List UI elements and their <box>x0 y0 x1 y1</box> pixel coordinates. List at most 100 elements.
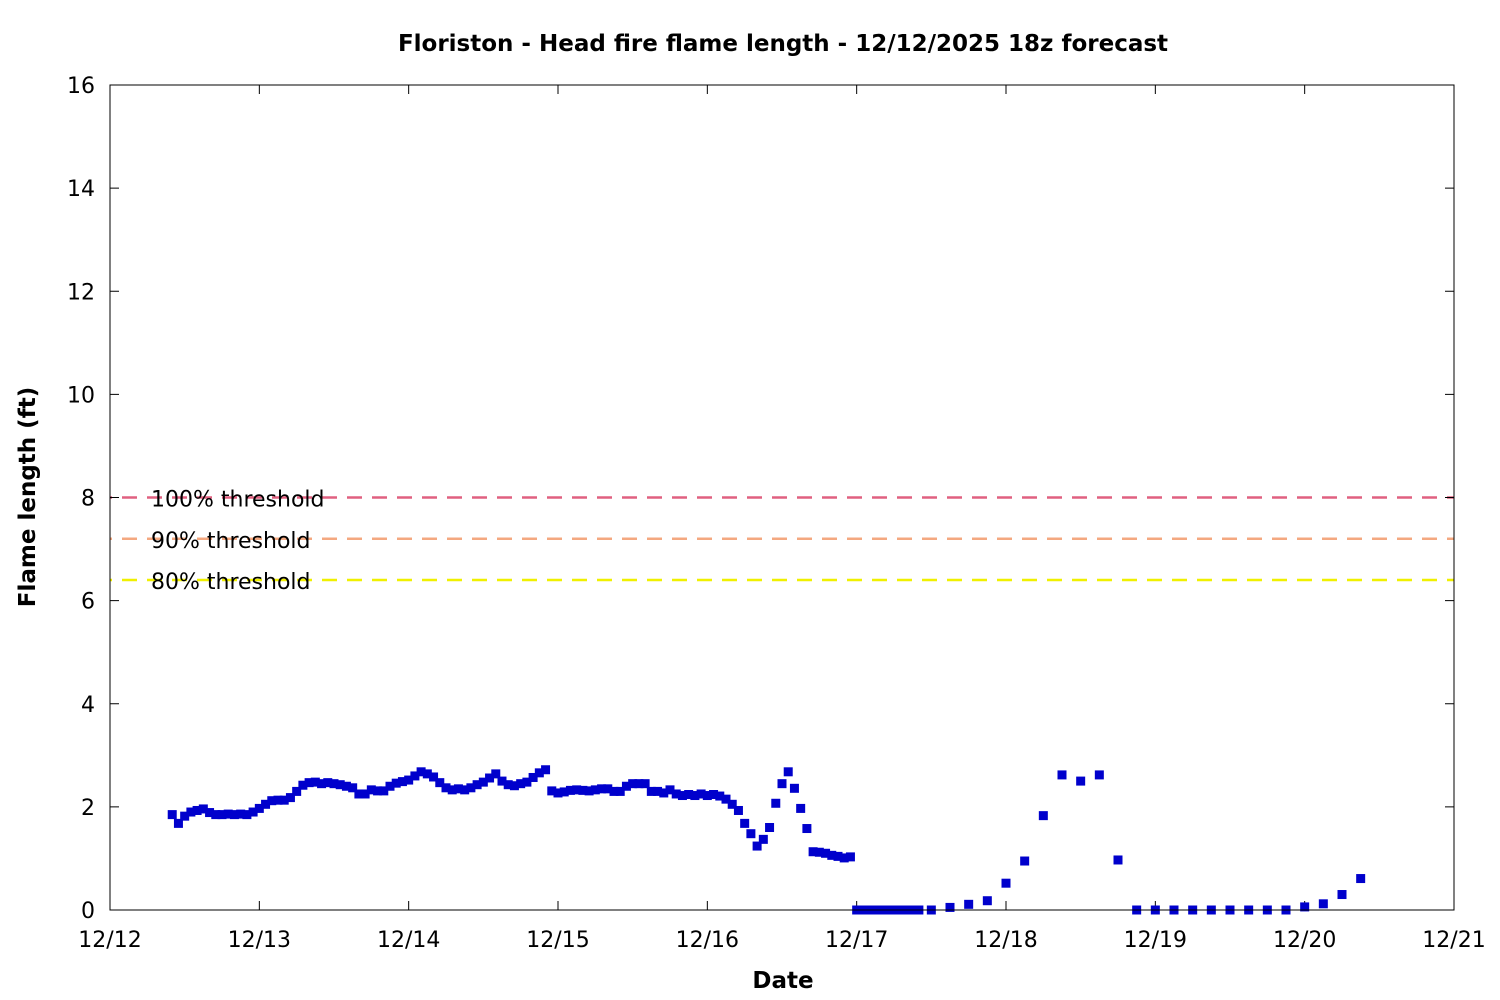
x-tick-label: 12/12 <box>78 928 141 953</box>
y-tick-label: 8 <box>81 487 95 512</box>
data-point <box>715 791 725 801</box>
data-point <box>1113 855 1123 865</box>
data-point <box>503 780 513 790</box>
data-point <box>783 767 793 777</box>
data-point <box>727 799 737 809</box>
y-tick-label: 6 <box>81 590 95 615</box>
data-point <box>360 789 370 799</box>
data-point <box>229 810 239 820</box>
data-point <box>690 791 700 801</box>
threshold-lines: 100% threshold 90% threshold 80% threshold <box>110 488 1454 595</box>
data-point <box>528 772 538 782</box>
data-point <box>752 841 762 851</box>
data-point <box>310 777 320 787</box>
data-point <box>1337 890 1347 900</box>
data-point <box>329 779 339 789</box>
data-point <box>597 784 607 794</box>
data-point <box>665 785 675 795</box>
data-point <box>491 769 501 779</box>
data-point <box>522 777 532 787</box>
data-point <box>373 786 383 796</box>
y-tick-label: 12 <box>67 280 95 305</box>
x-tick-label: 12/20 <box>1273 928 1336 953</box>
data-point <box>248 807 258 817</box>
data-point <box>211 810 221 820</box>
data-point <box>497 776 507 786</box>
data-point <box>746 829 756 839</box>
data-point <box>702 791 712 801</box>
data-point <box>565 785 575 795</box>
y-axis-label: Flame length (ft) <box>15 387 41 607</box>
data-point <box>634 779 644 789</box>
data-point <box>621 781 631 791</box>
data-point <box>740 818 750 828</box>
data-point <box>317 779 327 789</box>
data-point <box>435 778 445 788</box>
data-points <box>167 765 1366 915</box>
y-tick-label: 14 <box>67 177 95 202</box>
y-tick-label: 4 <box>81 693 95 718</box>
data-point <box>615 786 625 796</box>
data-point <box>335 780 345 790</box>
data-point <box>323 778 333 788</box>
data-point <box>808 847 818 857</box>
data-point <box>765 823 775 832</box>
x-tick-label: 12/13 <box>228 928 291 953</box>
data-point <box>721 794 731 804</box>
data-point <box>341 781 351 791</box>
x-axis-label: Date <box>752 968 813 994</box>
data-point <box>180 811 190 821</box>
data-point <box>304 778 314 788</box>
threshold-label: 80% threshold <box>151 570 311 595</box>
data-point <box>964 899 974 909</box>
data-point <box>478 777 488 787</box>
data-point <box>945 902 955 912</box>
axis-ticks: 0 2 4 6 8 10 12 14 16 12/12 12/13 12/14 12/15 12/16 12… <box>67 74 1486 953</box>
data-point <box>578 785 588 795</box>
data-point <box>1076 776 1086 786</box>
data-point <box>279 795 289 805</box>
y-tick-label: 0 <box>81 899 95 924</box>
x-tick-label: 12/14 <box>377 928 440 953</box>
data-point <box>659 788 669 798</box>
data-point <box>236 809 246 819</box>
data-point <box>833 851 843 861</box>
x-tick-label: 12/15 <box>526 928 589 953</box>
data-point <box>771 798 781 808</box>
data-point <box>192 805 202 815</box>
data-point <box>348 783 358 793</box>
chart-title: Floriston - Head fire flame length - 12/… <box>398 31 1168 57</box>
data-point <box>590 785 600 795</box>
data-point <box>1318 899 1328 909</box>
data-point <box>777 779 787 789</box>
data-point <box>298 780 308 790</box>
data-point <box>1356 874 1366 884</box>
data-point <box>292 786 302 796</box>
data-point <box>1094 770 1104 780</box>
data-point <box>472 780 482 790</box>
data-point <box>254 803 264 813</box>
x-tick-label: 12/21 <box>1422 928 1485 953</box>
data-point <box>460 785 470 795</box>
data-point <box>709 790 719 799</box>
data-point <box>733 805 743 815</box>
data-point <box>1001 878 1011 888</box>
data-point <box>534 768 544 778</box>
data-point <box>789 783 799 793</box>
data-point <box>827 850 837 860</box>
data-point <box>404 775 414 785</box>
data-point <box>379 786 389 796</box>
data-point <box>584 786 594 796</box>
data-point <box>640 779 650 789</box>
data-point <box>261 799 271 809</box>
data-point <box>758 834 768 844</box>
data-point <box>547 786 557 796</box>
data-point <box>814 847 824 857</box>
data-point <box>447 785 457 795</box>
data-point <box>802 824 812 834</box>
data-point <box>1057 770 1067 780</box>
data-point <box>821 848 831 858</box>
data-point <box>198 804 208 814</box>
data-point <box>441 783 451 793</box>
y-tick-label: 2 <box>81 796 95 821</box>
